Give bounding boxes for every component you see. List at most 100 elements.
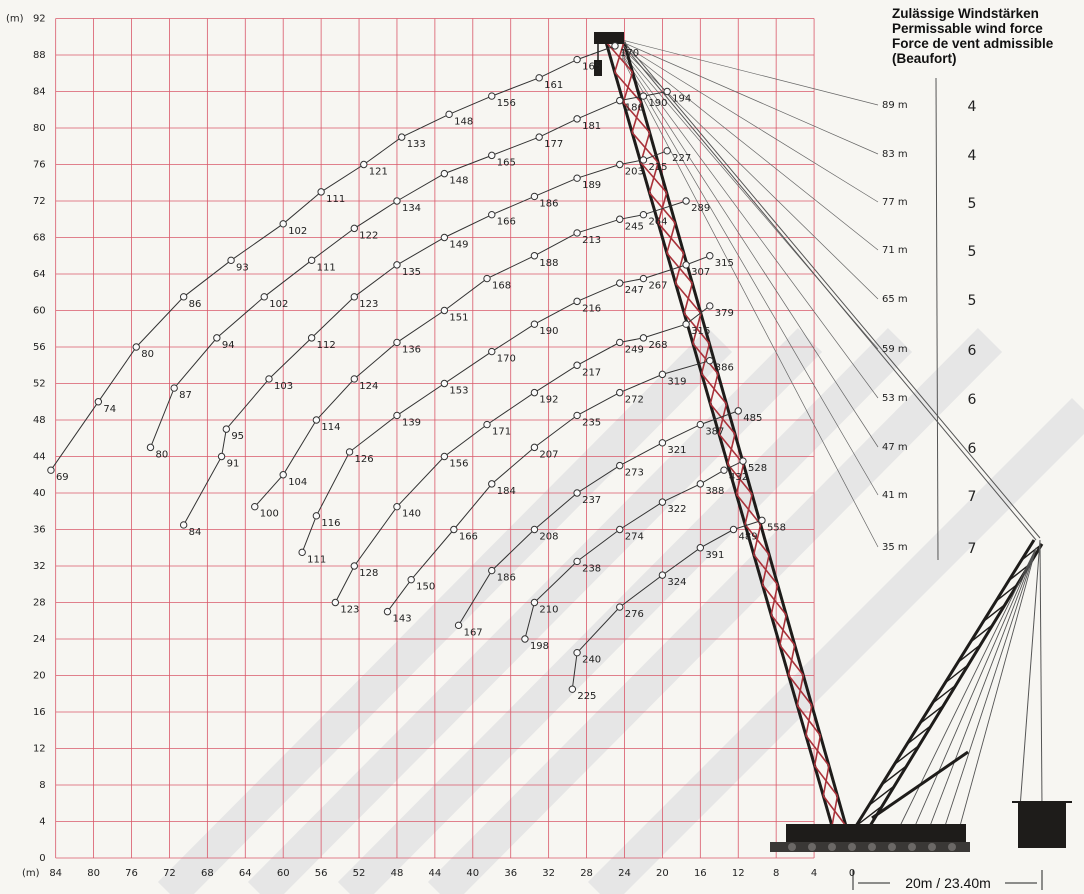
y-tick-label: 84: [33, 87, 46, 98]
load-point: [639, 92, 648, 100]
load-value: 186: [497, 573, 516, 584]
load-point: [530, 388, 539, 397]
main-boom-lacing: [648, 192, 676, 224]
load-value: 148: [449, 176, 468, 187]
load-point: [440, 233, 449, 242]
x-tick-label: 36: [504, 868, 517, 879]
main-boom-lacing: [709, 403, 736, 435]
load-point: [639, 334, 648, 342]
load-value: 95: [231, 431, 244, 442]
load-point: [530, 192, 539, 201]
main-boom-lacing: [735, 493, 762, 525]
mast-lacing: [1020, 543, 1043, 561]
load-point: [616, 96, 624, 105]
load-value: 272: [625, 395, 644, 406]
load-curve: [524, 460, 744, 640]
load-value: 111: [317, 262, 336, 273]
load-value: 148: [454, 116, 473, 127]
y-axis-unit: (m): [6, 14, 24, 25]
load-point: [682, 320, 690, 328]
x-axis-unit: (m): [22, 868, 40, 879]
wind-force-header: Zulässige Windstärken Permissable wind f…: [892, 6, 1082, 66]
watermark-stripe: [337, 328, 913, 894]
x-tick-label: 20: [656, 868, 669, 879]
boom-label-guide: [621, 51, 879, 399]
boom-length-label: 71 m: [882, 245, 908, 256]
main-boom-lacing: [622, 101, 651, 133]
boom-length-label: 77 m: [882, 197, 908, 208]
y-tick-label: 76: [33, 160, 46, 171]
backstay-line: [1019, 539, 1041, 809]
load-value: 134: [402, 203, 421, 214]
load-value: 161: [544, 80, 563, 91]
boom-length-label: 89 m: [882, 100, 908, 111]
load-value: 186: [539, 198, 558, 209]
load-value: 166: [497, 217, 516, 228]
load-point: [393, 338, 401, 347]
load-point: [573, 648, 581, 657]
main-boom-lacing: [666, 252, 693, 284]
load-point: [663, 87, 671, 96]
x-tick-label: 72: [163, 868, 176, 879]
load-value: 217: [582, 367, 601, 378]
load-point: [222, 425, 231, 433]
load-point: [350, 293, 358, 301]
load-value: 267: [648, 281, 667, 292]
y-tick-label: 36: [33, 525, 46, 536]
load-value: 136: [402, 344, 421, 355]
load-point: [440, 452, 449, 461]
load-value: 268: [648, 340, 667, 351]
crawler-wheel: [828, 843, 836, 851]
load-value: 69: [56, 472, 69, 483]
main-boom-lacing: [761, 584, 787, 616]
load-point: [279, 220, 287, 228]
load-value: 80: [141, 349, 154, 360]
load-point: [616, 525, 624, 534]
load-point: [639, 156, 648, 164]
load-value: 139: [402, 417, 421, 428]
load-point: [616, 279, 624, 287]
x-tick-label: 8: [773, 868, 779, 879]
y-tick-label: 60: [33, 306, 46, 317]
watermark-stripe: [587, 397, 1084, 894]
wind-header-unit: (Beaufort): [892, 51, 957, 66]
crawler-wheel: [788, 843, 796, 851]
load-point: [488, 210, 496, 219]
load-value: 150: [416, 582, 435, 593]
load-value: 124: [359, 381, 378, 392]
watermark-stripe: [427, 328, 1003, 894]
load-value: 207: [539, 449, 558, 460]
y-tick-label: 16: [33, 707, 46, 718]
load-point: [132, 343, 140, 351]
wind-force-value: 6: [968, 392, 977, 408]
load-value: 274: [625, 532, 644, 543]
load-point: [530, 252, 539, 260]
load-point: [440, 379, 449, 388]
boom-label-guide: [621, 53, 879, 448]
boom-label-guide: [621, 55, 879, 496]
x-tick-label: 68: [201, 868, 214, 879]
load-point: [530, 320, 539, 328]
load-point: [663, 147, 671, 155]
load-value: 227: [672, 153, 691, 164]
x-tick-label: 64: [239, 868, 252, 879]
load-point: [393, 197, 401, 205]
load-value: 111: [307, 554, 326, 565]
mast-lacing: [931, 684, 957, 704]
x-tick-label: 48: [391, 868, 404, 879]
load-point: [483, 420, 491, 429]
y-tick-label: 28: [33, 598, 46, 609]
load-point: [393, 411, 401, 420]
mast-lacing: [881, 765, 908, 786]
main-boom-lacing: [700, 373, 728, 405]
mast-rope: [899, 547, 1037, 827]
load-value: 165: [582, 62, 601, 73]
mast-lacing: [969, 624, 994, 643]
x-tick-label: 28: [580, 868, 593, 879]
load-value: 240: [582, 655, 601, 666]
load-point: [279, 471, 287, 479]
x-tick-label: 16: [694, 868, 707, 879]
x-tick-label: 40: [466, 868, 479, 879]
load-point: [383, 607, 392, 616]
